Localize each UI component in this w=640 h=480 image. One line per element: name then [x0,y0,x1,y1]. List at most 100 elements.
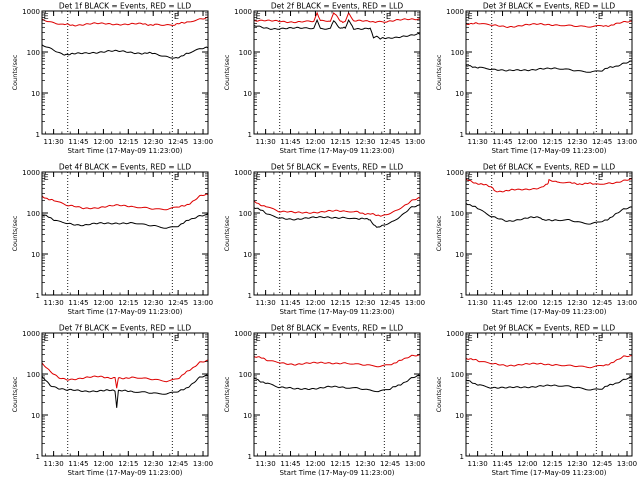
y-tick-label: 1000 [22,8,40,16]
plot-frame [465,332,633,457]
x-tick-label: 12:00 [93,299,113,307]
y-tick-label: 1 [460,453,464,461]
plot-frame [41,10,209,135]
x-tick-label: 13:00 [193,138,213,146]
x-tick-label: 12:15 [542,460,562,468]
x-tick-label: 12:00 [517,299,537,307]
y-tick-label: 1000 [22,330,40,338]
event-marker-2: E [386,173,391,182]
events-series-line [253,374,421,393]
event-marker-2: E [174,334,179,343]
x-tick-label: 12:45 [168,299,188,307]
lld-series-line [41,193,209,211]
y-tick-label: 1 [460,131,464,139]
panel-title: Det 8f BLACK = Events, RED = LLD [271,324,404,333]
y-axis-label: Counts/sec [11,54,19,90]
lld-series-line [41,16,209,27]
event-marker-2: E [386,12,391,21]
x-tick-label: 13:00 [405,460,425,468]
event-marker-1: E [256,334,261,343]
x-tick-label: 12:15 [330,299,350,307]
events-series-line [465,60,633,73]
x-tick-label: 11:45 [280,460,300,468]
x-tick-label: 12:45 [380,299,400,307]
y-tick-label: 10 [455,412,464,420]
y-tick-label: 10 [31,251,40,259]
y-tick-label: 1 [248,131,252,139]
detector-panel-2: Det 2f BLACK = Events, RED = LLD 1 10 100 10… [223,2,425,156]
panel-title: Det 9f BLACK = Events, RED = LLD [483,324,616,333]
y-tick-label: 10 [243,412,252,420]
x-tick-label: 12:30 [143,138,163,146]
x-axis-label: Start Time (17-May-09 11:23:00) [279,469,394,477]
x-tick-label: 12:00 [305,299,325,307]
y-tick-label: 1000 [446,8,464,16]
detector-panel-4: Det 4f BLACK = Events, RED = LLD 1 10 100 10… [11,163,213,317]
x-tick-label: 12:15 [118,138,138,146]
x-tick-label: 11:45 [68,138,88,146]
x-tick-label: 13:00 [405,299,425,307]
y-tick-label: 100 [451,49,464,57]
lld-series-line [253,197,421,217]
x-tick-label: 13:00 [193,299,213,307]
x-tick-label: 12:00 [517,460,537,468]
x-axis-label: Start Time (17-May-09 11:23:00) [67,147,182,155]
panel-title: Det 2f BLACK = Events, RED = LLD [271,2,404,11]
y-tick-label: 10 [31,412,40,420]
x-tick-label: 13:00 [617,299,637,307]
y-axis-label: Counts/sec [11,376,19,412]
event-marker-1: E [256,12,261,21]
x-tick-label: 12:00 [305,460,325,468]
x-tick-label: 11:30 [256,299,276,307]
plot-frame [465,171,633,296]
x-tick-label: 12:30 [355,460,375,468]
plot-frame [465,10,633,135]
x-tick-label: 12:30 [143,460,163,468]
x-tick-label: 12:15 [542,299,562,307]
panel-title: Det 7f BLACK = Events, RED = LLD [59,324,192,333]
y-tick-label: 100 [451,210,464,218]
events-series-line [253,204,421,228]
x-tick-label: 12:45 [592,460,612,468]
lld-series-line [465,20,633,29]
x-tick-label: 12:15 [330,460,350,468]
detector-panel-9: Det 9f BLACK = Events, RED = LLD 1 10 100 10… [435,324,637,478]
y-tick-label: 1 [36,453,40,461]
y-tick-label: 100 [27,49,40,57]
y-tick-label: 1000 [234,8,252,16]
event-marker-2: E [174,12,179,21]
x-tick-label: 12:00 [93,460,113,468]
x-tick-label: 12:15 [118,460,138,468]
x-tick-label: 11:30 [44,460,64,468]
panel-title: Det 3f BLACK = Events, RED = LLD [483,2,616,11]
y-tick-label: 100 [451,371,464,379]
x-tick-label: 11:30 [256,138,276,146]
event-marker-1: E [44,173,49,182]
lld-series-line [253,353,421,368]
x-tick-label: 12:45 [380,460,400,468]
events-series-line [465,376,633,391]
y-tick-label: 1000 [446,169,464,177]
x-axis-label: Start Time (17-May-09 11:23:00) [279,147,394,155]
panel-title: Det 1f BLACK = Events, RED = LLD [59,2,192,11]
detector-panel-6: Det 6f BLACK = Events, RED = LLD 1 10 100 10… [435,163,637,317]
event-marker-2: E [598,173,603,182]
x-tick-label: 12:15 [542,138,562,146]
detector-panel-1: Det 1f BLACK = Events, RED = LLD 1 10 100 10… [11,2,213,156]
x-axis-label: Start Time (17-May-09 11:23:00) [67,469,182,477]
y-axis-label: Counts/sec [11,215,19,251]
y-tick-label: 100 [239,210,252,218]
events-series-line [253,18,421,40]
y-tick-label: 10 [243,251,252,259]
x-tick-label: 12:30 [143,299,163,307]
panel-title: Det 5f BLACK = Events, RED = LLD [271,163,404,172]
x-tick-label: 11:45 [492,460,512,468]
y-tick-label: 10 [31,90,40,98]
x-tick-label: 11:30 [468,138,488,146]
x-tick-label: 11:45 [68,460,88,468]
x-tick-label: 12:00 [517,138,537,146]
x-tick-label: 12:45 [168,460,188,468]
x-axis-label: Start Time (17-May-09 11:23:00) [491,147,606,155]
x-tick-label: 11:30 [44,138,64,146]
y-tick-label: 10 [243,90,252,98]
